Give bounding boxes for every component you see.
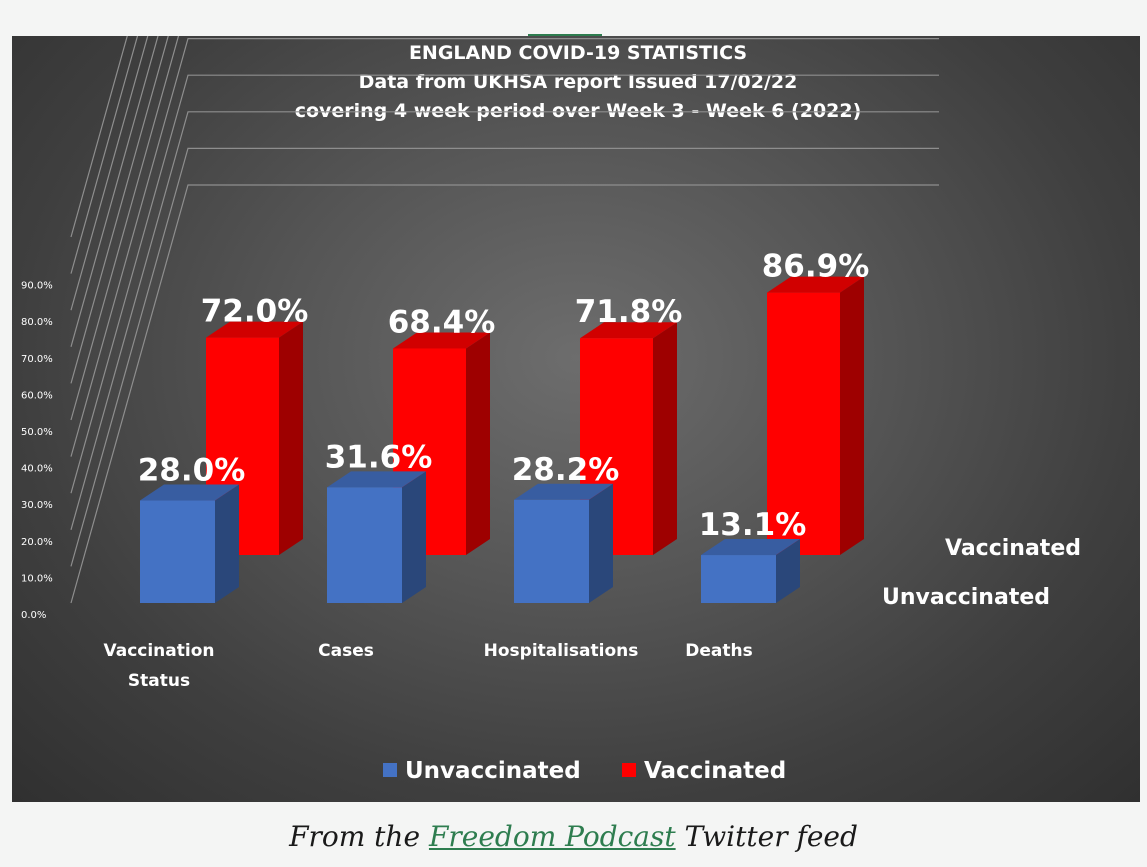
- caption-prefix: From the: [289, 820, 429, 853]
- gridline: [70, 36, 159, 347]
- data-label-unvaccinated: 13.1%: [699, 507, 807, 543]
- data-labels: 72.0% 68.4% 71.8% 86.9% 28.0% 31.6% 28.2% 13.1%: [138, 249, 870, 543]
- freedom-podcast-link[interactable]: Freedom Podcast: [428, 820, 676, 853]
- data-label-unvaccinated: 28.0%: [138, 453, 246, 489]
- category-label: Status: [128, 671, 190, 691]
- bar-unvaccinated-0: [140, 484, 239, 603]
- y-tick-label: 0.0%: [21, 610, 46, 621]
- series-depth-labels: Vaccinated Unvaccinated: [882, 536, 1081, 610]
- y-tick-label: 20.0%: [21, 537, 53, 548]
- y-tick-label: 70.0%: [21, 354, 53, 365]
- caption: From the Freedom Podcast Twitter feed: [0, 820, 1147, 853]
- data-label-unvaccinated: 28.2%: [512, 452, 620, 488]
- chart-title: ENGLAND COVID-19 STATISTICS Data from UK…: [295, 42, 862, 122]
- series-label-vaccinated: Vaccinated: [945, 536, 1081, 561]
- y-axis-tick-labels: 0.0% 10.0% 20.0% 30.0% 40.0% 50.0% 60.0% 70.0% 8…: [21, 281, 53, 621]
- gridline: [70, 111, 939, 530]
- category-label: Hospitalisations: [484, 641, 639, 661]
- category-label: Vaccination: [104, 641, 215, 661]
- series-label-unvaccinated: Unvaccinated: [882, 585, 1050, 610]
- chart-frame: ENGLAND COVID-19 STATISTICS Data from UK…: [12, 36, 1140, 802]
- y-tick-label: 10.0%: [21, 573, 53, 584]
- gridline: [70, 74, 939, 494]
- data-label-unvaccinated: 31.6%: [325, 439, 433, 475]
- gridline: [70, 36, 169, 384]
- bar-unvaccinated-3: [701, 539, 800, 603]
- category-labels: Vaccination Status Cases Hospitalisations De…: [104, 641, 753, 691]
- chart-title-line-2: Data from UKHSA report Issued 17/02/22: [359, 71, 798, 93]
- legend: Unvaccinated Vaccinated: [383, 758, 786, 784]
- gridline: [70, 147, 939, 567]
- legend-label: Vaccinated: [644, 758, 786, 784]
- chart-svg: ENGLAND COVID-19 STATISTICS Data from UK…: [21, 36, 1081, 784]
- gridline: [70, 36, 128, 238]
- caption-suffix: Twitter feed: [675, 820, 858, 853]
- gridline: [70, 36, 139, 274]
- legend-swatch: [383, 763, 397, 777]
- gridline: [70, 38, 939, 457]
- gridlines: [70, 36, 939, 604]
- y-tick-label: 40.0%: [21, 464, 53, 475]
- bar-unvaccinated-2: [514, 483, 613, 603]
- bar-vaccinated-0: [206, 321, 303, 555]
- data-label-vaccinated: 86.9%: [762, 249, 870, 285]
- data-label-vaccinated: 68.4%: [388, 304, 496, 340]
- category-label: Cases: [318, 641, 374, 661]
- data-label-vaccinated: 72.0%: [201, 294, 309, 330]
- top-accent-bar: [528, 34, 602, 37]
- y-tick-label: 60.0%: [21, 390, 53, 401]
- y-tick-label: 30.0%: [21, 500, 53, 511]
- y-tick-label: 90.0%: [21, 281, 53, 292]
- y-tick-label: 50.0%: [21, 427, 53, 438]
- bar-vaccinated-3: [767, 276, 864, 555]
- bars: [140, 276, 864, 603]
- legend-swatch: [622, 763, 636, 777]
- data-label-vaccinated: 71.8%: [575, 294, 683, 330]
- bar-unvaccinated-1: [327, 471, 426, 603]
- chart-title-line-3: covering 4 week period over Week 3 - Wee…: [295, 100, 862, 122]
- chart-title-line-1: ENGLAND COVID-19 STATISTICS: [409, 42, 747, 64]
- gridline: [70, 36, 149, 311]
- legend-label: Unvaccinated: [405, 758, 581, 784]
- y-tick-label: 80.0%: [21, 317, 53, 328]
- gridline: [70, 36, 180, 421]
- gridline: [70, 184, 939, 604]
- category-label: Deaths: [685, 641, 752, 661]
